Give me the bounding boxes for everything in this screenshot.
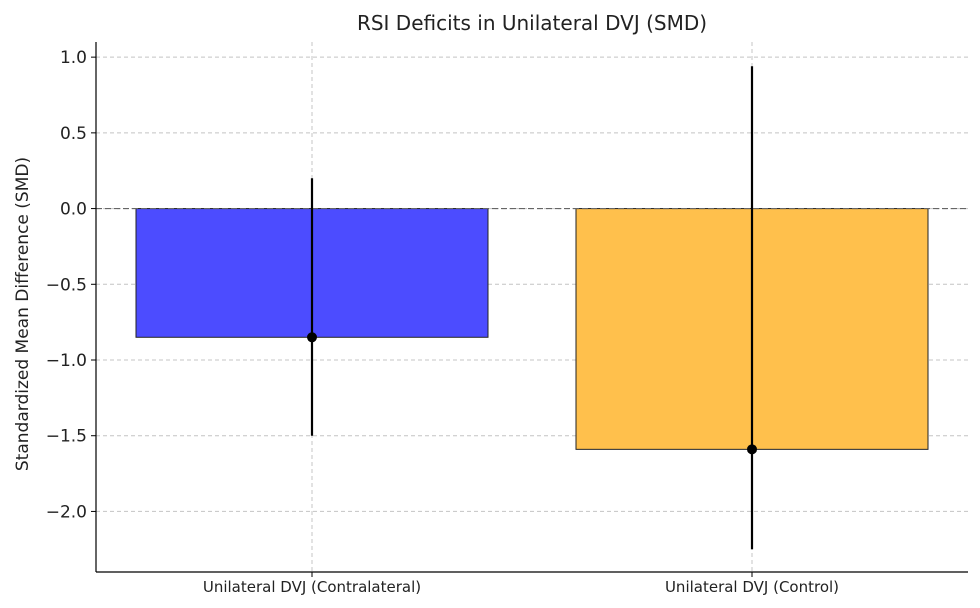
axes (95, 42, 968, 573)
y-tick-label-5: −1.5 (46, 427, 87, 447)
y-tick-label-4: −1.0 (46, 351, 87, 371)
y-axis-label: Standardized Mean Difference (SMD) (13, 157, 33, 471)
y-axis-ticks: 1.0 0.5 0.0 −0.5 −1.0 −1.5 −2.0 (46, 48, 96, 522)
mean-point-0 (307, 332, 317, 343)
y-tick-label-1: 0.5 (60, 124, 87, 144)
y-tick-label-0: 1.0 (60, 48, 87, 68)
chart-title: RSI Deficits in Unilateral DVJ (SMD) (357, 11, 707, 35)
y-tick-label-2: 0.0 (60, 200, 87, 220)
bars (135, 208, 929, 450)
x-tick-label-1: Unilateral DVJ (Control) (665, 578, 839, 596)
x-tick-label-0: Unilateral DVJ (Contralateral) (203, 578, 421, 596)
y-tick-label-3: −0.5 (46, 275, 87, 295)
error-bars (307, 66, 757, 550)
mean-point-1 (747, 444, 757, 455)
x-axis-ticks: Unilateral DVJ (Contralateral) Unilateral… (203, 572, 839, 596)
y-tick-label-6: −2.0 (46, 502, 87, 522)
